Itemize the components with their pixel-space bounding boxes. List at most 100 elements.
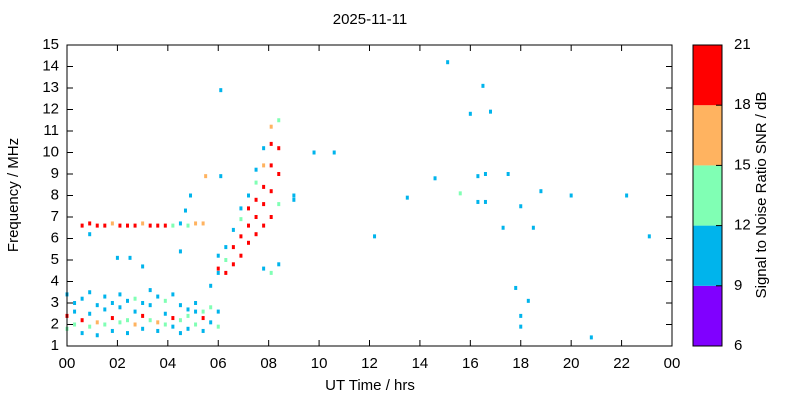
data-point [141, 313, 145, 318]
data-point [209, 283, 213, 288]
data-point [186, 313, 190, 318]
data-point [531, 225, 535, 230]
data-point [133, 309, 137, 314]
data-point [118, 320, 122, 325]
data-point [194, 221, 198, 226]
data-point [118, 223, 122, 228]
data-point [269, 270, 273, 275]
colorbar-frame [692, 44, 723, 347]
x-tick-label: 22 [613, 355, 630, 372]
data-point [468, 111, 472, 116]
data-point [519, 324, 523, 329]
data-point [216, 324, 220, 329]
data-point [115, 255, 119, 260]
data-point [501, 225, 505, 230]
colorbar-segment [693, 165, 722, 226]
data-point [262, 266, 266, 271]
data-point [262, 163, 266, 168]
data-point [126, 318, 129, 323]
data-point [73, 322, 77, 327]
y-tick-label: 13 [42, 79, 59, 96]
x-tick-label: 18 [512, 355, 529, 372]
data-point [95, 333, 99, 338]
x-tick-label: 12 [361, 355, 378, 372]
data-point [128, 255, 132, 260]
data-point [216, 270, 220, 275]
data-point [247, 223, 250, 228]
x-tick-label: 00 [664, 355, 681, 372]
data-point [148, 288, 152, 293]
data-point [262, 184, 266, 189]
data-point [156, 223, 160, 228]
data-point [148, 318, 152, 323]
x-tick-label: 16 [462, 355, 479, 372]
x-tick-label: 14 [412, 355, 429, 372]
data-point [216, 266, 220, 271]
y-tick-label: 4 [51, 272, 59, 289]
data-point [201, 221, 205, 226]
data-point [133, 322, 137, 327]
data-point [224, 270, 228, 275]
data-point [506, 172, 510, 176]
data-point [171, 292, 175, 297]
data-point [194, 309, 198, 314]
data-point [519, 204, 523, 209]
colorbar-label: Signal to Noise Ratio SNR / dB [753, 92, 770, 299]
data-point [186, 223, 190, 228]
data-point [209, 320, 213, 325]
data-point [133, 296, 137, 301]
data-point [269, 124, 273, 129]
data-point [189, 193, 193, 198]
data-point [539, 189, 543, 194]
data-point [569, 193, 573, 198]
data-point [118, 305, 122, 310]
data-point [526, 298, 530, 303]
data-point [95, 223, 99, 228]
colorbar-segment [693, 105, 722, 166]
data-point [103, 322, 107, 327]
data-point [405, 195, 409, 200]
data-point [178, 331, 182, 336]
data-point [80, 296, 84, 301]
data-point [269, 141, 273, 146]
y-tick-label: 14 [42, 57, 59, 74]
colorbar-segment [693, 45, 722, 106]
colorbar-tick-label: 15 [734, 156, 751, 173]
data-point [247, 240, 250, 245]
data-point [103, 223, 107, 228]
x-tick-label: 00 [59, 355, 76, 372]
y-tick-label: 12 [42, 100, 59, 117]
data-point [141, 326, 145, 331]
data-point [186, 307, 190, 312]
data-point [201, 316, 205, 321]
data-point [277, 262, 281, 267]
colorbar-tick-label: 12 [734, 217, 751, 234]
data-point [163, 322, 167, 327]
x-tick-label: 02 [109, 355, 126, 372]
data-point [73, 309, 77, 314]
data-point [194, 322, 198, 327]
y-tick-label: 9 [51, 165, 59, 182]
colorbar-tick-label: 6 [734, 337, 742, 354]
data-point [625, 193, 629, 198]
colorbar-tick-label: 9 [734, 277, 742, 294]
data-point [95, 303, 99, 308]
data-point [103, 294, 107, 299]
data-point [589, 335, 593, 340]
data-point [219, 174, 223, 179]
data-point [178, 249, 182, 254]
data-point [73, 301, 77, 305]
data-point [219, 88, 223, 93]
data-point [194, 301, 198, 305]
y-axis-label: Frequency / MHz [5, 138, 22, 252]
data-point [277, 118, 281, 123]
data-point [231, 245, 235, 250]
data-point [446, 60, 450, 65]
data-point [141, 221, 145, 226]
y-tick-label: 1 [51, 337, 59, 354]
data-point [476, 174, 480, 179]
data-point [126, 331, 129, 336]
data-point [239, 206, 243, 211]
data-point [88, 221, 92, 226]
y-tick-label: 15 [42, 36, 59, 53]
